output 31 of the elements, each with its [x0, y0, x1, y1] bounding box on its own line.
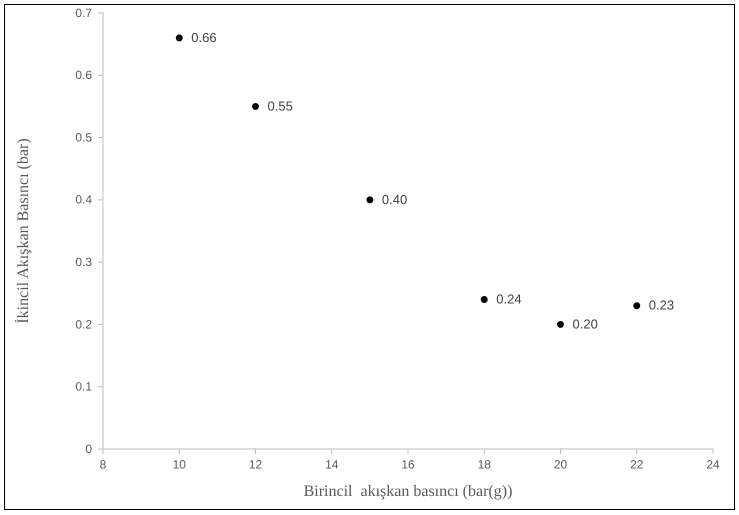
data-label: 0.40 [382, 192, 408, 207]
y-tick-label: 0.5 [75, 130, 92, 144]
y-tick-label: 0 [85, 442, 92, 456]
x-tick-label: 14 [325, 458, 339, 472]
data-label: 0.55 [268, 98, 293, 114]
point [252, 102, 259, 110]
y-tick-label: 0.6 [75, 68, 92, 82]
y-tick-label: 0.4 [75, 192, 92, 207]
x-tick-label: 10 [172, 458, 186, 472]
point [633, 302, 640, 310]
x-tick-label: 12 [248, 458, 262, 472]
point [366, 196, 374, 204]
y-axis-title: İkincil Akışkan Basıncı (bar) [14, 138, 32, 324]
point [176, 34, 183, 42]
x-tick-label: 16 [401, 458, 415, 472]
point [480, 296, 488, 303]
point [557, 320, 564, 328]
y-tick-label: 0.1 [75, 380, 92, 394]
y-tick-label: 0.3 [75, 254, 92, 269]
x-tick-label: 18 [478, 458, 492, 472]
data-label: 0.23 [648, 298, 674, 313]
y-tick-label: 0.7 [75, 6, 92, 20]
y-tick-label: 0.2 [75, 317, 92, 332]
x-tick-label: 20 [554, 458, 568, 472]
data-label: 0.66 [191, 30, 217, 45]
x-tick-label: 22 [630, 458, 644, 472]
x-tick-label: 24 [706, 458, 720, 472]
data-label: 0.24 [496, 292, 522, 307]
x-axis-title: Birincil akışkan basıncı (bar(g)) [304, 483, 512, 500]
x-tick-label: 8 [100, 458, 107, 472]
data-label: 0.20 [572, 316, 598, 332]
